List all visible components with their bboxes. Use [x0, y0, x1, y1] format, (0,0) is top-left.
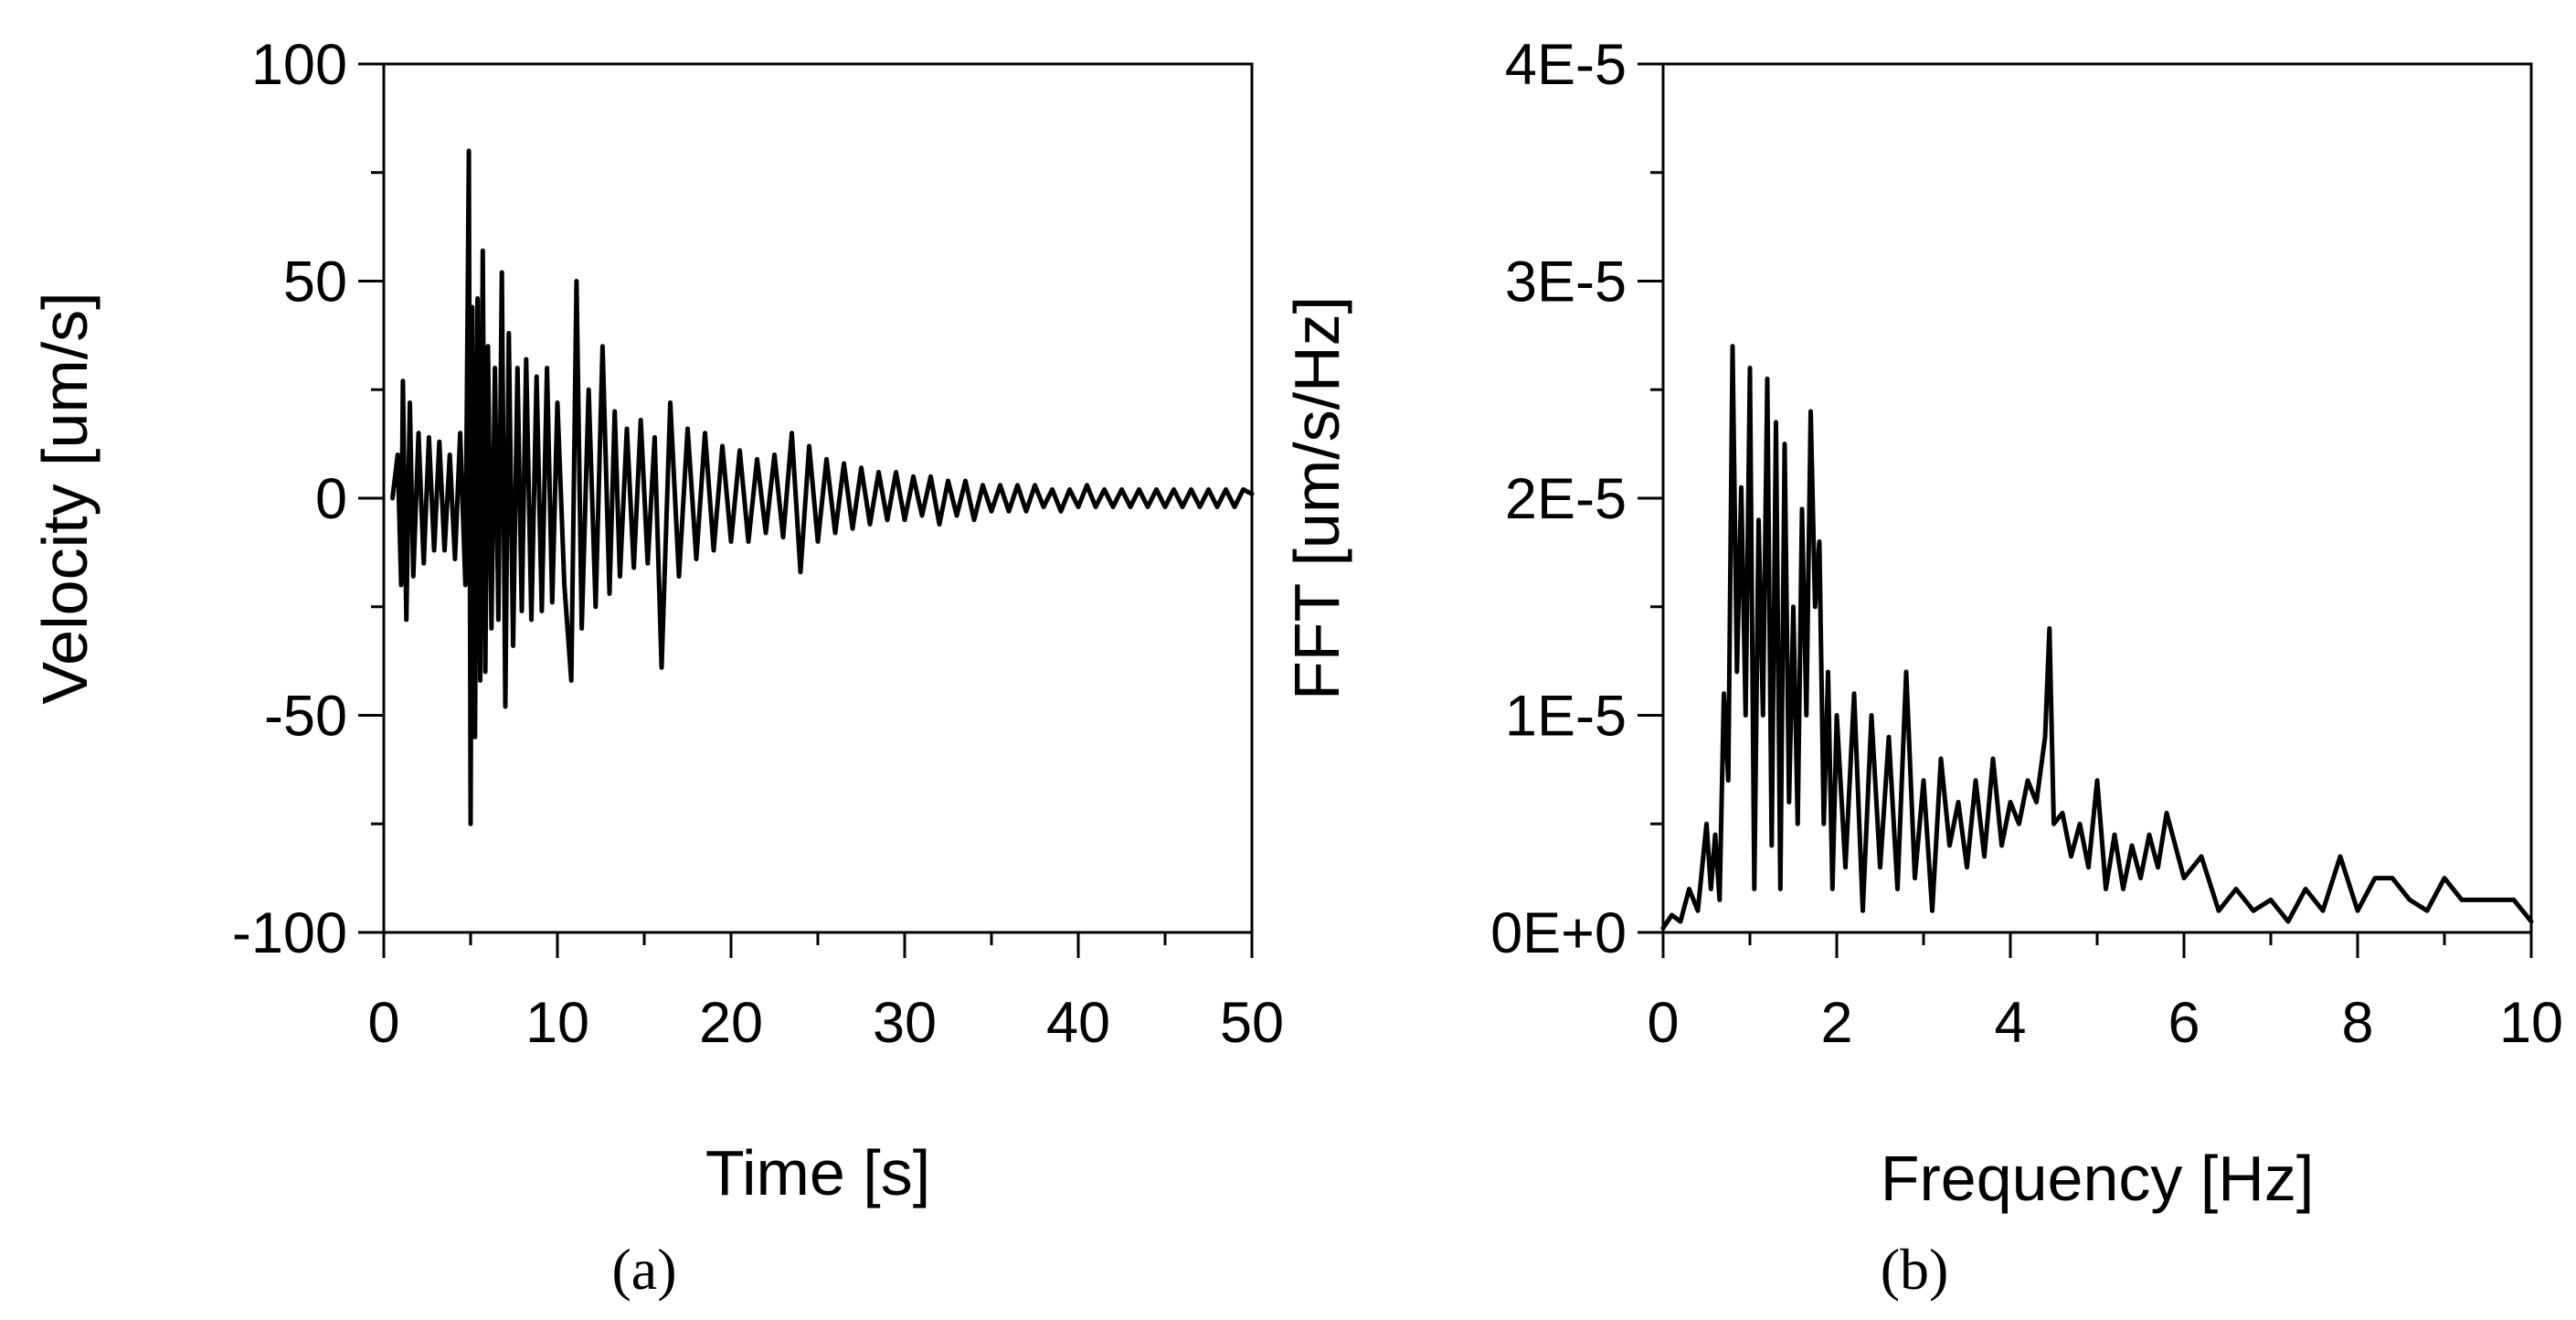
x-tick-label: 0: [1647, 991, 1679, 1055]
panel-a: -100 -50 0 50 100 0 10 20 30 40 50 Time [s] Veloc…: [29, 33, 1284, 1302]
x-axis-title-a: Time [s]: [705, 1137, 930, 1208]
series-b: [1660, 344, 2534, 931]
x-tick-label: 40: [1046, 991, 1110, 1055]
x-tick-label: 50: [1220, 991, 1284, 1055]
y-tick-label: 50: [283, 250, 347, 314]
x-axis-title-b: Frequency [Hz]: [1881, 1143, 2315, 1214]
x-ticks-a: 0 10 20 30 40 50: [367, 932, 1284, 1055]
x-tick-label: 10: [2499, 991, 2563, 1055]
panel-label-b: (b): [1881, 1237, 1949, 1302]
y-ticks-b: 0E+0 1E-5 2E-5 3E-5 4E-5: [1490, 33, 1663, 965]
y-tick-label: -50: [264, 685, 347, 749]
y-tick-label: 0E+0: [1490, 901, 1627, 965]
series-line: [1660, 344, 2534, 931]
series-line: [390, 148, 1255, 826]
series-a: [390, 148, 1255, 826]
panel-b: 0E+0 1E-5 2E-5 3E-5 4E-5 0 2 4 6 8 10 Frequency […: [1281, 33, 2563, 1302]
y-tick-label: 1E-5: [1505, 685, 1627, 749]
x-tick-label: 30: [873, 991, 937, 1055]
x-tick-label: 8: [2341, 991, 2373, 1055]
y-ticks-a: -100 -50 0 50 100: [232, 33, 384, 965]
y-tick-label: 4E-5: [1505, 33, 1627, 97]
x-tick-label: 2: [1820, 991, 1852, 1055]
x-ticks-b: 0 2 4 6 8 10: [1647, 932, 2563, 1055]
y-tick-label: -100: [232, 901, 347, 965]
y-tick-label: 100: [251, 33, 347, 97]
x-tick-label: 6: [2168, 991, 2200, 1055]
y-axis-title-b: FFT [um/s/Hz]: [1281, 296, 1352, 700]
x-tick-label: 20: [699, 991, 763, 1055]
y-tick-label: 3E-5: [1505, 250, 1627, 314]
y-tick-label: 2E-5: [1505, 467, 1627, 531]
y-axis-title-a: Velocity [um/s]: [29, 292, 101, 704]
x-tick-label: 10: [525, 991, 589, 1055]
x-tick-label: 4: [1994, 991, 2026, 1055]
x-tick-label: 0: [367, 991, 399, 1055]
panel-label-a: (a): [611, 1237, 676, 1302]
y-tick-label: 0: [315, 467, 347, 531]
